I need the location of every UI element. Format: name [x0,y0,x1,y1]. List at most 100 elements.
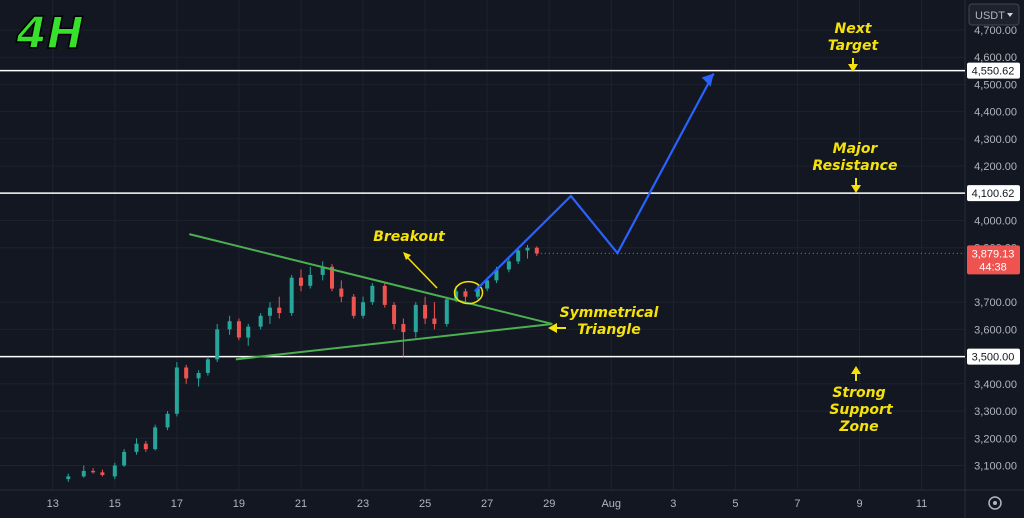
candle-body [485,280,490,289]
candle-body [525,247,530,251]
candle-body [196,372,201,379]
x-tick-label: 19 [233,498,245,510]
candle-body [423,304,428,319]
y-tick-label: 4,200.00 [974,161,1017,173]
breakout-pointer-line [406,256,438,289]
candle-body [370,285,375,303]
x-tick-label: 15 [109,498,121,510]
currency-selector-label: USDT [975,10,1005,22]
settings-gear-icon[interactable] [988,496,1002,510]
candle-body [494,269,499,281]
candle-body [444,299,449,324]
candle-body [330,266,335,289]
x-tick-label: 13 [47,498,59,510]
candle-body [267,307,272,316]
candle-body [153,427,158,450]
x-tick-label: 23 [357,498,369,510]
candle-body [382,285,387,305]
strong-support-label: Strong [832,385,885,401]
candle-body [392,304,397,324]
x-tick-label: 11 [916,498,927,510]
key-level-tag-label: 4,550.62 [972,66,1015,78]
y-tick-label: 3,600.00 [974,324,1017,336]
candle-body [289,277,294,314]
candle-body [91,470,96,473]
x-tick-label: 3 [670,498,676,510]
up-left-arrow-icon [403,252,411,260]
y-tick-label: 3,700.00 [974,297,1017,309]
settings-gear-icon [988,496,1002,510]
key-level-tag-label: 3,500.00 [972,352,1015,364]
candle-body [236,321,241,338]
candle-body [205,359,210,373]
strong-support-label: Support [829,402,894,418]
candle-body [475,288,480,297]
candle-body [258,315,263,327]
y-tick-label: 3,300.00 [974,406,1017,418]
candle-body [351,296,356,316]
triangle-lower-trendline[interactable] [235,322,553,361]
x-tick-label: 21 [295,498,307,510]
projection-arrowhead [701,73,714,87]
bar-countdown: 44:38 [979,261,1007,273]
key-level-tag [967,185,1020,202]
currency-selector-button[interactable] [968,3,1020,26]
key-level-tag [967,348,1020,365]
candle-body [227,321,232,330]
y-tick-label: 3,200.00 [974,433,1017,445]
key-level-tag [967,62,1020,79]
candle-body [112,465,117,477]
next-target-label: Target [828,38,880,54]
triangle-upper-trendline[interactable] [189,233,553,325]
candle-body [308,274,313,286]
down-arrow-icon [848,64,858,72]
candle-body [100,472,105,476]
y-tick-label: 4,700.00 [974,25,1017,37]
candle-body [122,451,127,466]
candle-body [184,367,189,379]
candle-body [143,443,148,450]
major-resistance-label: Resistance [813,158,898,174]
down-arrow-icon [851,185,861,193]
up-arrow-icon [851,366,861,374]
candle-body [298,277,303,286]
y-tick-label: 4,500.00 [974,79,1017,91]
y-tick-label: 3,400.00 [974,379,1017,391]
candle-body [506,261,511,270]
candle-body [516,250,521,262]
candle-body [401,323,406,333]
candle-body [534,247,539,254]
candle-body [339,288,344,297]
y-tick-label: 4,000.00 [974,216,1017,228]
breakout-circle [453,280,484,305]
x-tick-label: 25 [419,498,431,510]
candle-body [320,266,325,275]
candle-body [246,326,251,338]
symmetrical-triangle-label: Triangle [577,322,640,338]
x-tick-label: Aug [601,498,621,510]
key-level-tag-label: 4,100.62 [972,188,1015,200]
timeframe-label: 4H [15,8,83,59]
current-price-value: 3,879.13 [972,248,1015,260]
candle-body [454,291,459,300]
strong-support-label: Zone [838,419,878,435]
next-target-label: Next [835,21,873,37]
candle-body [134,443,139,452]
candle-body [66,476,71,480]
candle-body [413,304,418,333]
candle-body [361,302,366,316]
y-tick-label: 4,400.00 [974,107,1017,119]
candle-body [215,329,220,360]
x-tick-label: 7 [794,498,800,510]
x-tick-label: 27 [481,498,493,510]
x-tick-label: 5 [732,498,738,510]
candle-body [165,413,170,428]
y-tick-label: 3,100.00 [974,461,1017,473]
candle-body [174,367,179,414]
major-resistance-label: Major [833,141,879,157]
x-tick-label: 9 [856,498,862,510]
x-tick-label: 17 [171,498,183,510]
projection-path[interactable] [473,72,715,293]
